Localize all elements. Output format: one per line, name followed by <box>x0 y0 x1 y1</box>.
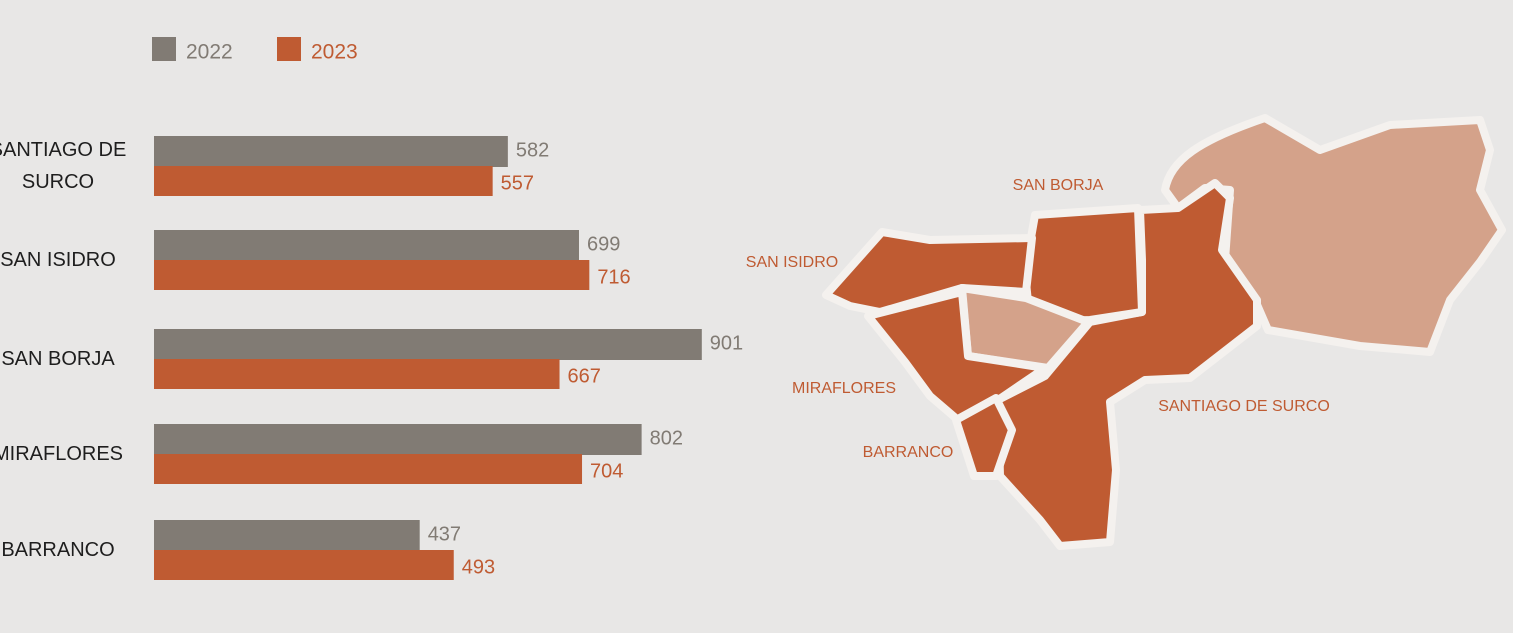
value-label: 704 <box>590 460 623 482</box>
value-label: 582 <box>516 139 549 161</box>
value-label: 667 <box>568 365 601 387</box>
category-label: BARRANCO <box>1 539 115 561</box>
value-label: 802 <box>650 427 683 449</box>
bar <box>154 454 583 484</box>
bar <box>154 166 493 196</box>
value-label: 557 <box>501 172 534 194</box>
legend-swatch <box>152 37 176 61</box>
map-region <box>952 394 1016 480</box>
map <box>822 114 1506 550</box>
bar <box>154 424 642 455</box>
bar <box>154 230 579 261</box>
value-label: 699 <box>587 233 620 255</box>
bar <box>154 329 702 360</box>
category-label: MIRAFLORES <box>0 443 124 465</box>
bar <box>154 520 420 551</box>
map-label: SAN ISIDRO <box>746 254 838 271</box>
legend-label: 2022 <box>186 41 233 64</box>
map-region <box>822 228 1036 316</box>
bar <box>154 550 454 580</box>
value-label: 901 <box>710 332 743 354</box>
bar <box>154 359 560 389</box>
map-label: SANTIAGO DE SURCO <box>1158 398 1330 415</box>
map-label: BARRANCO <box>863 444 954 461</box>
map-label: SAN BORJA <box>1013 177 1104 194</box>
category-label: SAN ISIDRO <box>0 249 116 271</box>
value-label: 437 <box>428 523 461 545</box>
legend-swatch <box>277 37 301 61</box>
legend-label: 2023 <box>311 41 358 64</box>
map-label: MIRAFLORES <box>792 380 896 397</box>
category-label: SAN BORJA <box>1 348 115 370</box>
category-label: SANTIAGO DE SURCO <box>0 139 127 193</box>
value-label: 716 <box>597 266 630 288</box>
bar <box>154 260 590 290</box>
bar <box>154 136 508 167</box>
value-label: 493 <box>462 556 495 578</box>
